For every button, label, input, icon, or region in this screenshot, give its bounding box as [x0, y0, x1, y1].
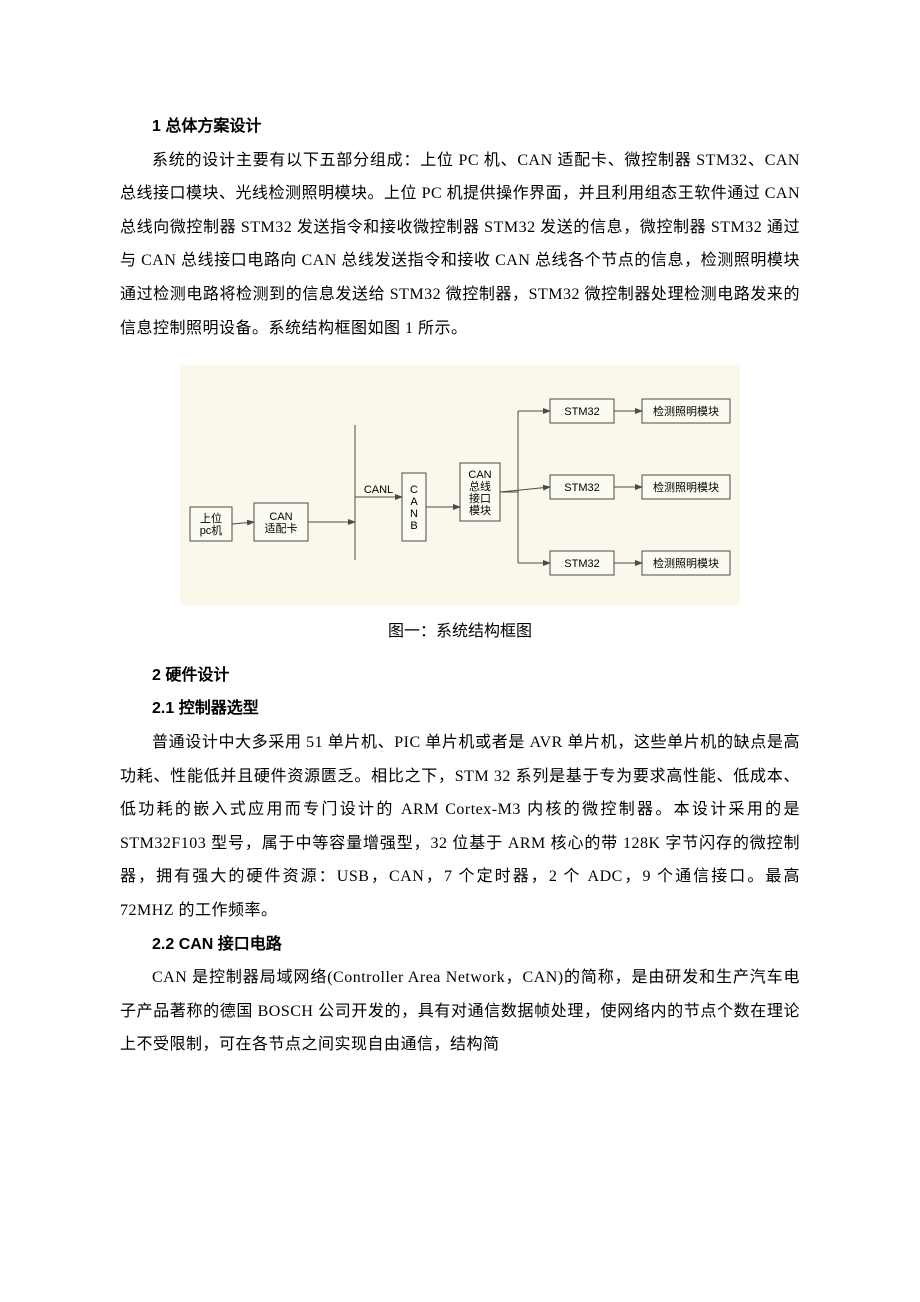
- svg-text:检测照明模块: 检测照明模块: [653, 556, 719, 570]
- paragraph-1: 系统的设计主要有以下五部分组成：上位 PC 机、CAN 适配卡、微控制器 STM…: [120, 144, 800, 346]
- paragraph-3: CAN 是控制器局域网络(Controller Area Network，CAN…: [120, 961, 800, 1062]
- svg-text:N: N: [410, 508, 418, 520]
- svg-text:B: B: [410, 520, 417, 532]
- svg-text:上位: 上位: [200, 511, 222, 525]
- svg-text:适配卡: 适配卡: [265, 522, 298, 535]
- svg-text:C: C: [410, 484, 418, 496]
- document-page: 1 总体方案设计 系统的设计主要有以下五部分组成：上位 PC 机、CAN 适配卡…: [0, 0, 920, 1122]
- svg-text:STM32: STM32: [564, 406, 599, 418]
- svg-text:pc机: pc机: [200, 523, 223, 537]
- svg-text:STM32: STM32: [564, 558, 599, 570]
- svg-text:A: A: [410, 496, 418, 508]
- heading-1: 1 总体方案设计: [120, 110, 800, 144]
- heading-2-1: 2.1 控制器选型: [120, 692, 800, 726]
- heading-2-2: 2.2 CAN 接口电路: [120, 928, 800, 962]
- svg-text:总线: 总线: [469, 479, 491, 493]
- svg-text:STM32: STM32: [564, 482, 599, 494]
- svg-text:检测照明模块: 检测照明模块: [653, 404, 719, 418]
- svg-text:CAN: CAN: [269, 511, 292, 523]
- figure-1-diagram: 上位pc机CAN适配卡CANBCAN总线接口模块STM32STM32STM32检…: [180, 365, 740, 605]
- figure-1-caption: 图一：系统结构框图: [120, 615, 800, 649]
- heading-2: 2 硬件设计: [120, 659, 800, 693]
- paragraph-2: 普通设计中大多采用 51 单片机、PIC 单片机或者是 AVR 单片机，这些单片…: [120, 726, 800, 928]
- svg-text:CAN: CAN: [468, 469, 491, 481]
- svg-text:检测照明模块: 检测照明模块: [653, 480, 719, 494]
- svg-text:CANL: CANL: [364, 484, 393, 496]
- svg-text:接口: 接口: [469, 492, 491, 505]
- svg-text:模块: 模块: [469, 504, 491, 517]
